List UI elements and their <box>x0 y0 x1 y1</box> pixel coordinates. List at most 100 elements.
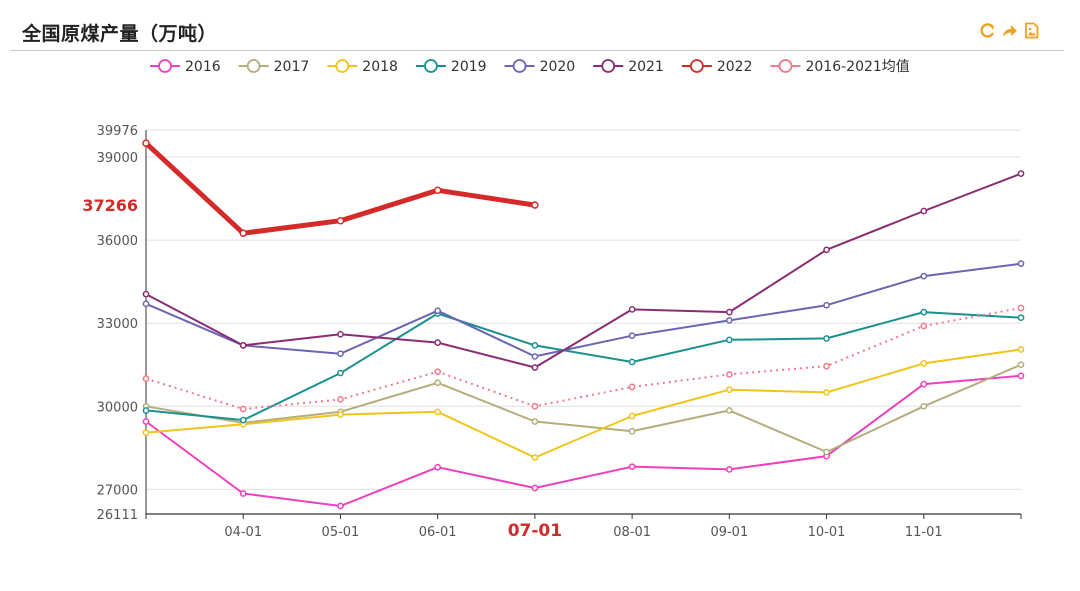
data-point[interactable] <box>725 466 733 473</box>
series-line <box>145 348 1022 459</box>
data-point[interactable] <box>434 379 442 387</box>
data-point[interactable] <box>628 383 636 391</box>
x-tick-label: 10-01 <box>808 525 846 540</box>
data-point[interactable] <box>920 402 928 410</box>
series-2019 <box>142 308 1025 424</box>
legend-label: 2018 <box>362 59 398 75</box>
data-point[interactable] <box>142 429 150 436</box>
data-point[interactable] <box>920 360 928 367</box>
data-point[interactable] <box>531 353 539 360</box>
data-point[interactable] <box>239 490 247 497</box>
data-point[interactable] <box>1017 372 1025 380</box>
y-tick-label: 39976 <box>97 124 138 139</box>
data-point[interactable] <box>337 502 344 510</box>
data-point[interactable] <box>142 139 150 147</box>
legend-item-2016[interactable]: 2016 <box>150 59 221 75</box>
data-point[interactable] <box>142 300 150 308</box>
title-divider <box>10 50 1064 51</box>
y-tick-label: 27000 <box>97 483 138 498</box>
data-point[interactable] <box>239 342 247 349</box>
x-tick-label: 06-01 <box>419 525 457 540</box>
refresh-icon[interactable] <box>979 22 996 39</box>
data-point[interactable] <box>433 186 442 195</box>
data-point[interactable] <box>1017 170 1025 177</box>
data-point[interactable] <box>434 368 442 376</box>
data-point[interactable] <box>434 307 442 315</box>
legend-item-2016-2021均值[interactable]: 2016-2021均值 <box>770 59 910 75</box>
data-point[interactable] <box>434 463 442 471</box>
series-2016-2021均值 <box>142 304 1025 413</box>
data-point[interactable] <box>531 484 539 492</box>
data-point[interactable] <box>823 246 830 254</box>
data-point[interactable] <box>823 335 830 342</box>
save-image-icon[interactable] <box>1023 22 1040 39</box>
data-point[interactable] <box>725 386 733 394</box>
data-point[interactable] <box>239 416 247 424</box>
data-point[interactable] <box>920 207 928 215</box>
data-point[interactable] <box>920 380 928 388</box>
series-line <box>145 311 1022 422</box>
data-point[interactable] <box>531 402 539 410</box>
data-point[interactable] <box>628 427 636 435</box>
legend-item-2019[interactable]: 2019 <box>415 59 487 75</box>
data-point[interactable] <box>239 229 247 237</box>
data-point[interactable] <box>823 301 830 309</box>
legend-swatch-marker <box>689 59 704 73</box>
data-point[interactable] <box>920 322 928 330</box>
data-point[interactable] <box>628 412 636 420</box>
data-point[interactable] <box>337 330 344 338</box>
legend-swatch-marker <box>158 59 172 73</box>
series-2020 <box>142 260 1025 360</box>
data-point[interactable] <box>142 418 150 425</box>
series-line <box>145 172 1022 369</box>
data-point[interactable] <box>628 306 636 313</box>
legend-item-2018[interactable]: 2018 <box>327 59 398 75</box>
legend-item-2017[interactable]: 2017 <box>238 59 310 75</box>
data-point[interactable] <box>531 454 539 461</box>
data-point[interactable] <box>337 369 344 377</box>
data-point[interactable] <box>531 364 539 371</box>
data-point[interactable] <box>920 272 928 280</box>
data-point[interactable] <box>1017 361 1025 369</box>
data-point[interactable] <box>628 463 636 471</box>
y-tick-label: 26111 <box>97 508 138 523</box>
x-tick-label: 05-01 <box>322 525 360 540</box>
data-point[interactable] <box>628 358 636 366</box>
legend-item-2021[interactable]: 2021 <box>593 59 664 75</box>
data-point[interactable] <box>725 336 733 344</box>
data-point[interactable] <box>142 290 150 298</box>
data-point[interactable] <box>336 216 345 225</box>
data-point[interactable] <box>725 317 733 324</box>
x-tick-label: 09-01 <box>710 525 748 540</box>
data-point[interactable] <box>1017 260 1025 268</box>
data-point[interactable] <box>531 201 539 209</box>
data-point[interactable] <box>628 332 636 340</box>
data-point[interactable] <box>337 350 344 358</box>
legend-swatch-marker <box>335 59 350 73</box>
data-point[interactable] <box>142 375 150 382</box>
data-point[interactable] <box>142 407 150 414</box>
data-point[interactable] <box>823 362 830 370</box>
data-point[interactable] <box>531 342 539 349</box>
data-point[interactable] <box>531 418 539 425</box>
page-title: 全国原煤产量（万吨） <box>22 23 218 45</box>
y-highlight-label: 37266 <box>82 196 138 215</box>
data-point[interactable] <box>337 396 344 403</box>
data-point[interactable] <box>920 308 928 316</box>
data-point[interactable] <box>1017 346 1025 353</box>
share-icon[interactable] <box>1001 22 1018 39</box>
data-point[interactable] <box>725 407 733 414</box>
data-point[interactable] <box>823 448 830 456</box>
data-point[interactable] <box>337 411 344 418</box>
data-point[interactable] <box>1017 314 1025 322</box>
data-point[interactable] <box>725 371 733 378</box>
data-point[interactable] <box>239 405 247 413</box>
data-point[interactable] <box>725 308 733 316</box>
legend-item-2020[interactable]: 2020 <box>504 59 576 75</box>
data-point[interactable] <box>434 339 442 346</box>
data-point[interactable] <box>1017 304 1025 312</box>
data-point[interactable] <box>434 408 442 416</box>
legend-item-2022[interactable]: 2022 <box>681 59 753 75</box>
data-point[interactable] <box>823 389 830 396</box>
